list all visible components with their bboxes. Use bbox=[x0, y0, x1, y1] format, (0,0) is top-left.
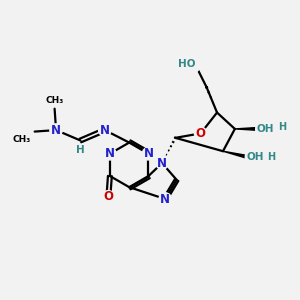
Text: N: N bbox=[51, 124, 61, 136]
Circle shape bbox=[99, 124, 111, 136]
Text: CH₃: CH₃ bbox=[46, 96, 64, 105]
Text: O: O bbox=[103, 190, 113, 203]
Text: O: O bbox=[196, 127, 206, 140]
Text: N: N bbox=[105, 147, 115, 160]
Text: OH: OH bbox=[246, 152, 263, 162]
Circle shape bbox=[183, 55, 201, 73]
Circle shape bbox=[256, 119, 275, 138]
Text: N: N bbox=[143, 147, 154, 160]
Text: CH₃: CH₃ bbox=[13, 135, 31, 144]
Text: N: N bbox=[100, 124, 110, 136]
Circle shape bbox=[102, 190, 115, 203]
Circle shape bbox=[103, 148, 116, 160]
Text: N: N bbox=[157, 157, 167, 169]
Polygon shape bbox=[235, 128, 259, 130]
Circle shape bbox=[159, 193, 172, 205]
Text: H: H bbox=[278, 122, 286, 132]
Circle shape bbox=[156, 157, 168, 169]
Circle shape bbox=[50, 124, 62, 136]
Text: OH: OH bbox=[256, 124, 274, 134]
Circle shape bbox=[142, 148, 155, 160]
Text: H: H bbox=[268, 152, 276, 162]
Polygon shape bbox=[223, 151, 249, 159]
Circle shape bbox=[194, 127, 207, 140]
Circle shape bbox=[245, 148, 264, 167]
Text: N: N bbox=[160, 193, 170, 206]
Text: HO: HO bbox=[178, 59, 196, 69]
Circle shape bbox=[76, 146, 85, 154]
Text: H: H bbox=[76, 145, 85, 155]
